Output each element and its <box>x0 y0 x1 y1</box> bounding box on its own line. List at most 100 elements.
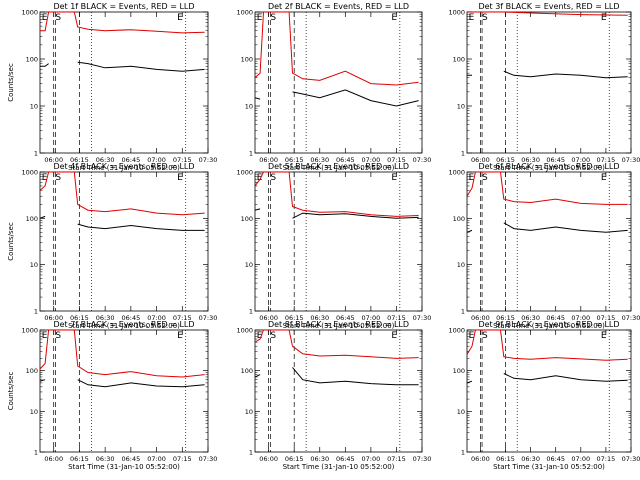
x-tick-label: 06:00 <box>471 455 490 463</box>
event-marker-label: E <box>391 173 397 183</box>
x-tick-label: 07:15 <box>173 455 192 463</box>
y-axis-label: Counts/sec <box>7 63 15 102</box>
x-tick-label: 06:45 <box>121 314 140 322</box>
event-marker-label: E <box>42 13 48 23</box>
y-tick-label: 1 <box>34 449 38 457</box>
x-tick-label: 06:45 <box>121 455 140 463</box>
x-tick-label: 06:30 <box>521 455 540 463</box>
y-tick-label: 100 <box>241 367 253 375</box>
plot-frame <box>39 171 209 312</box>
x-tick-label: 07:30 <box>199 455 218 463</box>
event-marker-label: S <box>270 173 276 183</box>
event-marker-label: E <box>257 331 263 341</box>
x-tick-label: 06:00 <box>259 455 278 463</box>
plot-frame <box>254 329 423 453</box>
x-tick-label: 07:30 <box>413 455 432 463</box>
x-tick-label: 06:00 <box>259 314 278 322</box>
x-tick-label: 06:30 <box>96 314 115 322</box>
x-tick-label: 06:15 <box>496 455 515 463</box>
y-axis-label: Counts/sec <box>7 222 15 261</box>
y-tick-label: 1000 <box>448 327 465 335</box>
events-series-line <box>467 373 628 384</box>
x-tick-label: 07:00 <box>571 455 590 463</box>
x-tick-label: 06:45 <box>121 156 140 164</box>
x-tick-label: 06:00 <box>44 455 63 463</box>
events-series-line <box>467 70 628 79</box>
y-tick-label: 1 <box>249 150 253 158</box>
x-axis-label: Start Time (31-Jan-10 05:52:00) <box>493 463 605 471</box>
panel-title: Det 3f BLACK = Events, RED = LLD <box>478 2 619 11</box>
event-marker-label: E <box>469 13 475 23</box>
panel-title: Det 8f BLACK = Events, RED = LLD <box>268 320 409 329</box>
x-axis-label: Start Time (31-Jan-10 05:52:00) <box>68 164 180 172</box>
x-tick-label: 07:30 <box>199 156 218 164</box>
events-series-line <box>255 367 419 386</box>
x-tick-label: 06:15 <box>285 314 304 322</box>
x-tick-label: 07:00 <box>362 156 381 164</box>
x-tick-label: 06:15 <box>496 156 515 164</box>
x-tick-label: 07:00 <box>571 156 590 164</box>
event-marker-label: S <box>270 13 276 23</box>
panel-title: Det 1f BLACK = Events, RED = LLD <box>53 2 194 11</box>
y-tick-label: 100 <box>26 367 38 375</box>
y-tick-label: 1000 <box>21 9 38 17</box>
x-tick-label: 06:00 <box>44 156 63 164</box>
plot-frame <box>466 171 632 312</box>
y-tick-label: 100 <box>453 215 465 223</box>
x-axis-label: Start Time (31-Jan-10 05:52:00) <box>283 164 395 172</box>
y-tick-label: 1 <box>249 308 253 316</box>
event-marker-label: S <box>270 331 276 341</box>
x-axis-label: Start Time (31-Jan-10 05:52:00) <box>283 463 395 471</box>
x-tick-label: 06:30 <box>310 455 329 463</box>
event-marker-label: E <box>177 173 183 183</box>
x-tick-label: 07:00 <box>571 314 590 322</box>
x-tick-label: 07:30 <box>413 314 432 322</box>
x-tick-label: 07:15 <box>597 314 616 322</box>
lld-series-line <box>40 12 205 34</box>
x-tick-label: 06:15 <box>70 455 89 463</box>
events-series-line <box>467 222 628 233</box>
event-marker-label: E <box>469 173 475 183</box>
x-tick-label: 06:15 <box>285 156 304 164</box>
x-axis-label: Start Time (31-Jan-10 05:52:00) <box>68 322 180 330</box>
x-tick-label: 06:30 <box>310 314 329 322</box>
y-tick-label: 1 <box>461 449 465 457</box>
x-axis-label: Start Time (31-Jan-10 05:52:00) <box>493 322 605 330</box>
panel-title: Det 9f BLACK = Events, RED = LLD <box>478 320 619 329</box>
x-tick-label: 07:15 <box>387 314 406 322</box>
y-tick-label: 10 <box>30 261 38 269</box>
event-marker-label: E <box>177 331 183 341</box>
x-tick-label: 07:30 <box>413 156 432 164</box>
x-tick-label: 07:15 <box>597 156 616 164</box>
lld-series-line <box>467 12 628 16</box>
panel-title: Det 2f BLACK = Events, RED = LLD <box>268 2 409 11</box>
lld-series-line <box>40 172 205 216</box>
y-tick-label: 1000 <box>448 9 465 17</box>
y-tick-label: 1 <box>34 150 38 158</box>
x-tick-label: 06:00 <box>259 156 278 164</box>
x-tick-label: 07:00 <box>147 156 166 164</box>
y-tick-label: 10 <box>245 261 253 269</box>
panel-title: Det 4f BLACK = Events, RED = LLD <box>53 162 194 171</box>
x-tick-label: 07:15 <box>597 455 616 463</box>
event-marker-label: E <box>391 13 397 23</box>
y-tick-label: 1000 <box>236 9 253 17</box>
x-tick-label: 06:15 <box>496 314 515 322</box>
event-marker-label: E <box>177 13 183 23</box>
event-marker-label: E <box>42 173 48 183</box>
y-tick-label: 100 <box>241 215 253 223</box>
x-tick-label: 06:15 <box>285 455 304 463</box>
y-tick-label: 10 <box>457 261 465 269</box>
x-axis-label: Start Time (31-Jan-10 05:52:00) <box>68 463 180 471</box>
events-series-line <box>40 61 205 72</box>
y-tick-label: 100 <box>26 215 38 223</box>
x-tick-label: 07:00 <box>147 455 166 463</box>
event-marker-label: E <box>601 13 607 23</box>
x-tick-label: 06:45 <box>546 156 565 164</box>
